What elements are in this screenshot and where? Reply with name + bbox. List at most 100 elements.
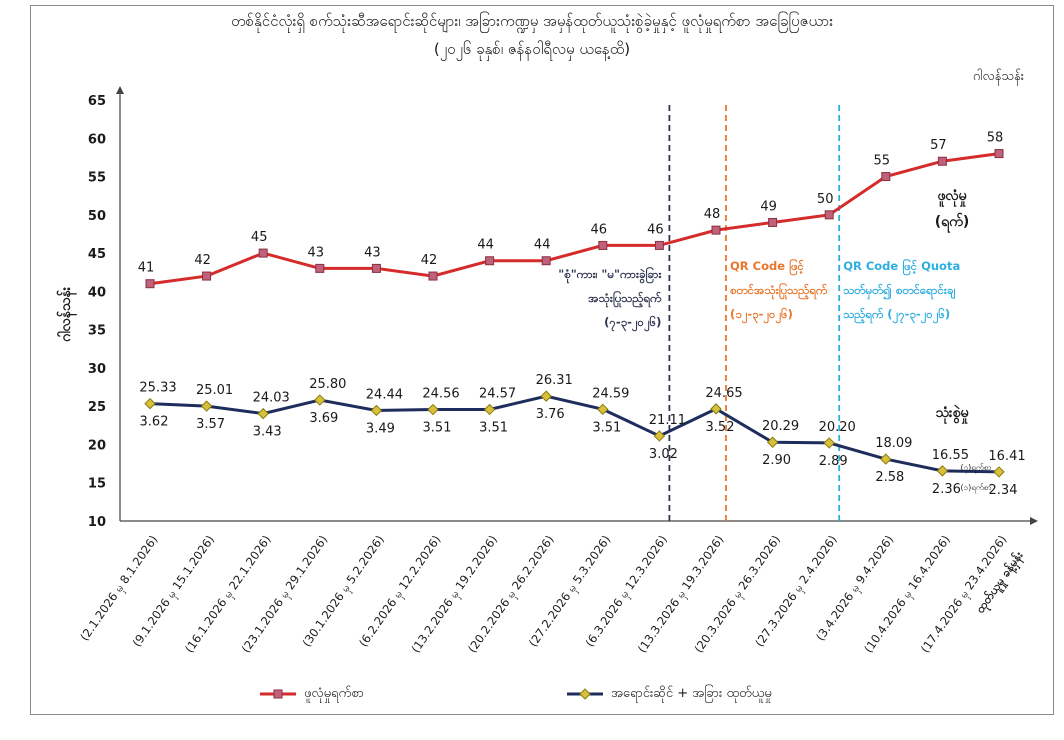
coverage-point <box>824 210 834 220</box>
daily-data-label: 3.51 <box>592 420 621 435</box>
event-annotation: (၇-၃-၂၀၂၆) <box>604 315 661 332</box>
daily-data-label: 3.52 <box>706 420 735 435</box>
consumption-data-label: 24.03 <box>253 391 290 406</box>
legend-blue-line-icon <box>567 688 603 700</box>
coverage-data-label: 58 <box>987 131 1004 146</box>
consumption-series-line <box>149 394 1000 474</box>
series-tag-consumption: သုံးစွဲမှု <box>936 405 970 424</box>
event-annotation: QR Code ဖြင့် Quota <box>843 258 960 276</box>
coverage-data-label: 50 <box>817 192 834 207</box>
daily-data-label: 3.69 <box>309 411 338 426</box>
coverage-point <box>598 240 608 250</box>
consumption-point <box>597 403 609 416</box>
consumption-data-label: 20.29 <box>762 419 799 434</box>
coverage-data-label: 57 <box>930 138 947 153</box>
y-tick-label: 65 <box>88 94 106 109</box>
consumption-point <box>710 403 722 415</box>
coverage-data-label: 48 <box>704 207 721 222</box>
coverage-point <box>541 256 551 266</box>
daily-data-label: 3.76 <box>536 407 565 422</box>
y-tick-label: 25 <box>88 400 106 415</box>
chart-subtitle: (၂၀၂၆ ခုနှစ်၊ ဇန်နဝါရီလမှ ယနေ့ထိ) <box>433 40 631 58</box>
consumption-point <box>880 453 892 465</box>
coverage-data-label: 46 <box>591 222 608 237</box>
legend-item-consumption: အရောင်းဆိုင် + အခြား ထုတ်ယူမှု <box>565 684 772 704</box>
consumption-data-label: 16.41 <box>988 449 1025 464</box>
daily-data-label: 3.43 <box>253 425 282 440</box>
coverage-data-label: 42 <box>194 253 211 268</box>
coverage-data-label: 44 <box>477 238 494 253</box>
consumption-point <box>483 403 496 416</box>
consumption-point <box>200 400 213 412</box>
consumption-data-label: 21.11 <box>649 413 686 428</box>
chart-title: တစ်နိုင်ငံလုံးရှိ စက်သုံးဆီအရောင်းဆိုင်မ… <box>230 12 834 30</box>
consumption-point <box>653 430 666 442</box>
coverage-data-label: 41 <box>138 261 155 276</box>
consumption-point <box>314 394 326 406</box>
x-axis-arrow-icon <box>1030 517 1038 525</box>
coverage-data-label: 45 <box>251 230 268 245</box>
legend-red-line-icon <box>260 689 296 699</box>
note-seven-days: (၇)ရက်စာ <box>961 462 992 474</box>
coverage-data-label: 55 <box>874 154 891 169</box>
coverage-point <box>654 240 664 250</box>
y-tick-label: 50 <box>88 209 106 224</box>
y-tick-label: 60 <box>88 132 106 147</box>
consumption-point <box>993 466 1005 478</box>
unit-label: ဂါလန်သန်း <box>972 69 1024 84</box>
event-annotation: အသုံးပြုသည့်ရက် <box>588 290 662 308</box>
consumption-data-label: 26.31 <box>536 373 573 388</box>
series-tag-coverage-unit: (ရက်) <box>935 213 970 233</box>
coverage-point <box>202 271 212 281</box>
series-tag-coverage: ဖူလုံမှု <box>937 188 967 207</box>
coverage-point <box>937 156 947 166</box>
consumption-data-label: 25.33 <box>139 381 176 396</box>
legend-item-coverage: ဖူလုံမှုရက်စာ <box>258 684 364 704</box>
daily-data-label: 2.36 <box>932 482 961 497</box>
consumption-data-label: 18.09 <box>875 436 912 451</box>
coverage-data-label: 43 <box>364 245 381 260</box>
coverage-point <box>711 225 721 235</box>
daily-data-label: 3.49 <box>366 421 395 436</box>
legend-label-consumption: အရောင်းဆိုင် + အခြား ထုတ်ယူမှု <box>611 685 772 701</box>
coverage-point <box>768 217 778 227</box>
daily-data-label: 3.51 <box>479 420 508 435</box>
y-tick-label: 55 <box>88 171 106 186</box>
daily-data-label: 2.90 <box>762 453 791 468</box>
event-annotation: စတင်အသုံးပြုသည့်ရက် <box>729 282 828 300</box>
event-annotation: QR Code ဖြင့် <box>730 258 804 276</box>
consumption-point <box>936 465 949 477</box>
y-axis-label: ဂါလန်သန်း <box>57 286 77 342</box>
y-tick-label: 35 <box>88 324 106 339</box>
coverage-series-line <box>149 152 1000 286</box>
coverage-point <box>371 263 381 273</box>
consumption-point <box>427 403 439 416</box>
event-annotation: "စုံ"ကား၊ "မ"ကားခွဲခြား <box>558 266 662 284</box>
y-tick-label: 30 <box>88 362 106 377</box>
y-tick-label: 40 <box>88 285 106 300</box>
daily-data-label: 2.89 <box>819 454 848 469</box>
coverage-data-label: 43 <box>308 245 325 260</box>
y-tick-label: 10 <box>88 515 106 530</box>
coverage-data-label: 42 <box>421 253 438 268</box>
consumption-point <box>766 436 779 448</box>
coverage-point <box>145 279 155 289</box>
coverage-point <box>315 263 325 273</box>
consumption-data-label: 20.20 <box>819 420 856 435</box>
legend-label-coverage: ဖူလုံမှုရက်စာ <box>304 685 364 701</box>
coverage-point <box>881 172 891 182</box>
coverage-data-label: 49 <box>760 199 777 214</box>
consumption-point <box>257 407 269 420</box>
consumption-data-label: 24.65 <box>705 386 742 401</box>
y-tick-label: 45 <box>88 247 106 262</box>
coverage-data-label: 44 <box>534 238 551 253</box>
daily-data-label: 2.34 <box>989 483 1018 498</box>
consumption-data-label: 25.01 <box>196 383 233 398</box>
daily-data-label: 3.02 <box>649 447 678 462</box>
y-tick-label: 20 <box>88 438 106 453</box>
consumption-point <box>823 437 835 449</box>
note-one-day: (၁)ရက်စာ <box>961 482 992 494</box>
coverage-point <box>428 271 438 281</box>
consumption-point <box>144 397 156 410</box>
